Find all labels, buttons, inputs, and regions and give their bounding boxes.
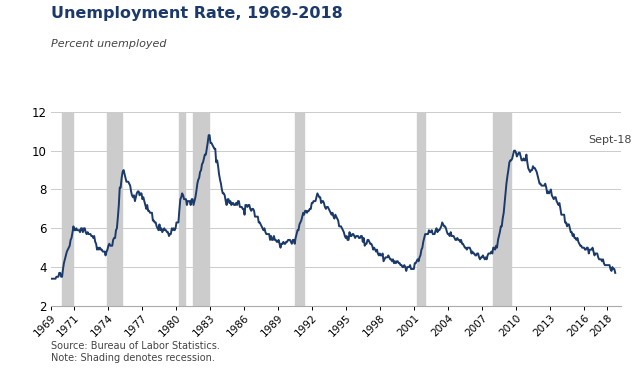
Text: Unemployment Rate, 1969-2018: Unemployment Rate, 1969-2018: [51, 6, 343, 21]
Text: Percent unemployed: Percent unemployed: [51, 39, 166, 49]
Bar: [107, 112, 122, 306]
Bar: [493, 112, 511, 306]
Bar: [61, 112, 73, 306]
Text: Source: Bureau of Labor Statistics.
Note: Shading denotes recession.: Source: Bureau of Labor Statistics. Note…: [51, 341, 220, 363]
Bar: [417, 112, 425, 306]
Text: Sept-18: Sept-18: [588, 135, 632, 145]
Bar: [179, 112, 184, 306]
Bar: [193, 112, 209, 306]
Bar: [295, 112, 303, 306]
